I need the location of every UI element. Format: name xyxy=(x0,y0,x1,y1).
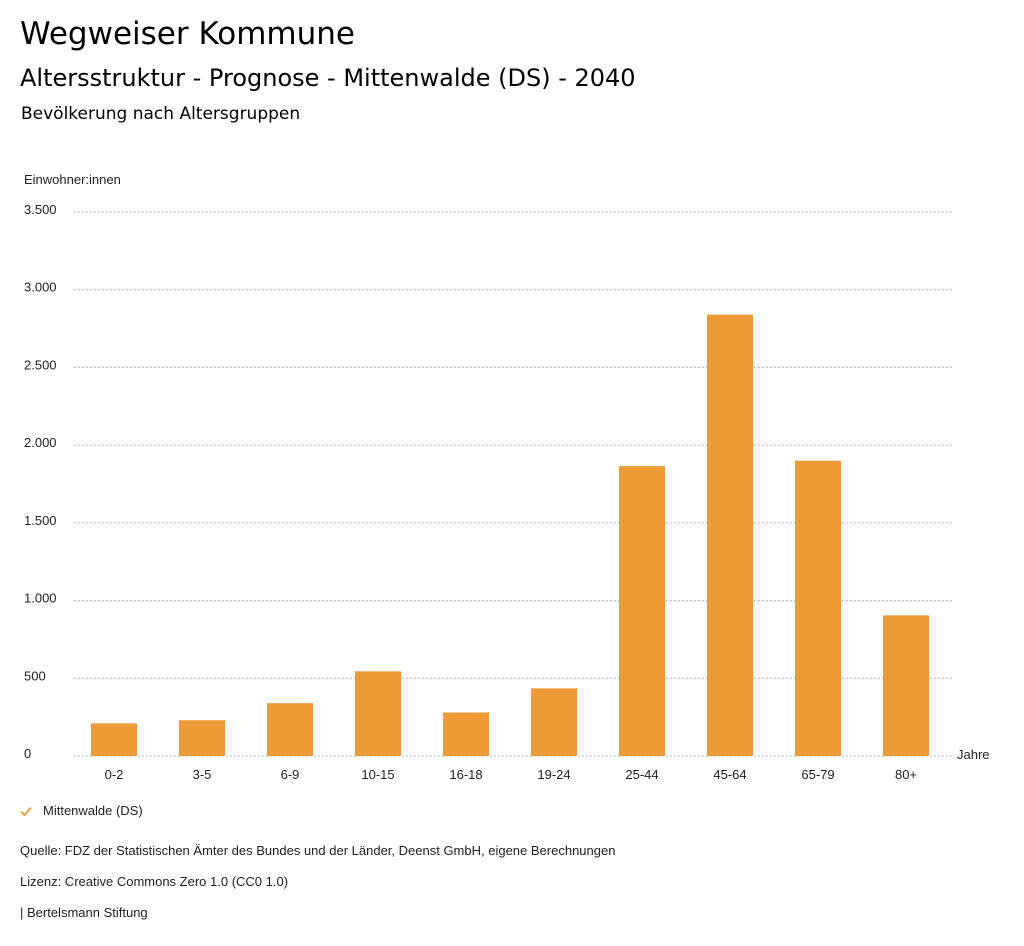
x-tick-label: 80+ xyxy=(895,767,917,782)
legend-item[interactable]: Mittenwalde (DS) xyxy=(20,803,143,818)
y-tick-label: 500 xyxy=(24,668,46,683)
bar xyxy=(91,723,137,756)
bar xyxy=(179,720,225,756)
bar xyxy=(795,460,841,756)
x-tick-label: 10-15 xyxy=(361,767,394,782)
footer-publisher: | Bertelsmann Stiftung xyxy=(20,905,148,920)
chart-description: Bevölkerung nach Altersgruppen xyxy=(21,104,301,124)
bar xyxy=(883,615,929,756)
x-tick-label: 45-64 xyxy=(713,767,746,782)
y-tick-label: 1.500 xyxy=(24,513,57,528)
y-tick-label: 2.500 xyxy=(24,357,57,372)
chart-subtitle: Altersstruktur - Prognose - Mittenwalde … xyxy=(20,64,636,92)
bar xyxy=(355,671,401,756)
x-tick-label: 0-2 xyxy=(105,767,124,782)
bar xyxy=(619,466,665,756)
x-tick-label: 19-24 xyxy=(537,767,570,782)
bar-chart: Einwohner:innen 0 500 1.000 1.500 2.000 2.500 3… xyxy=(24,172,990,782)
x-tick-label: 16-18 xyxy=(449,767,482,782)
bar xyxy=(267,703,313,756)
legend-label: Mittenwalde (DS) xyxy=(43,803,143,818)
x-tick-label: 25-44 xyxy=(625,767,658,782)
x-tick-label: 65-79 xyxy=(801,767,834,782)
y-axis-label: Einwohner:innen xyxy=(24,172,121,187)
page-title: Wegweiser Kommune xyxy=(20,16,355,52)
x-axis-label: Jahre xyxy=(957,747,990,762)
y-tick-label: 3.000 xyxy=(24,280,57,295)
footer-license: Lizenz: Creative Commons Zero 1.0 (CC0 1… xyxy=(20,874,289,889)
footer-source: Quelle: FDZ der Statistischen Ämter des … xyxy=(20,843,616,858)
y-tick-label: 1.000 xyxy=(24,591,57,606)
checkmark-icon xyxy=(20,806,32,816)
y-tick-label: 2.000 xyxy=(24,435,57,450)
bar xyxy=(443,712,489,756)
x-tick-label: 3-5 xyxy=(193,767,212,782)
bar xyxy=(531,688,577,756)
x-tick-label: 6-9 xyxy=(281,767,300,782)
y-tick-label: 0 xyxy=(24,746,31,761)
y-tick-label: 3.500 xyxy=(24,202,57,217)
bar xyxy=(707,314,753,756)
